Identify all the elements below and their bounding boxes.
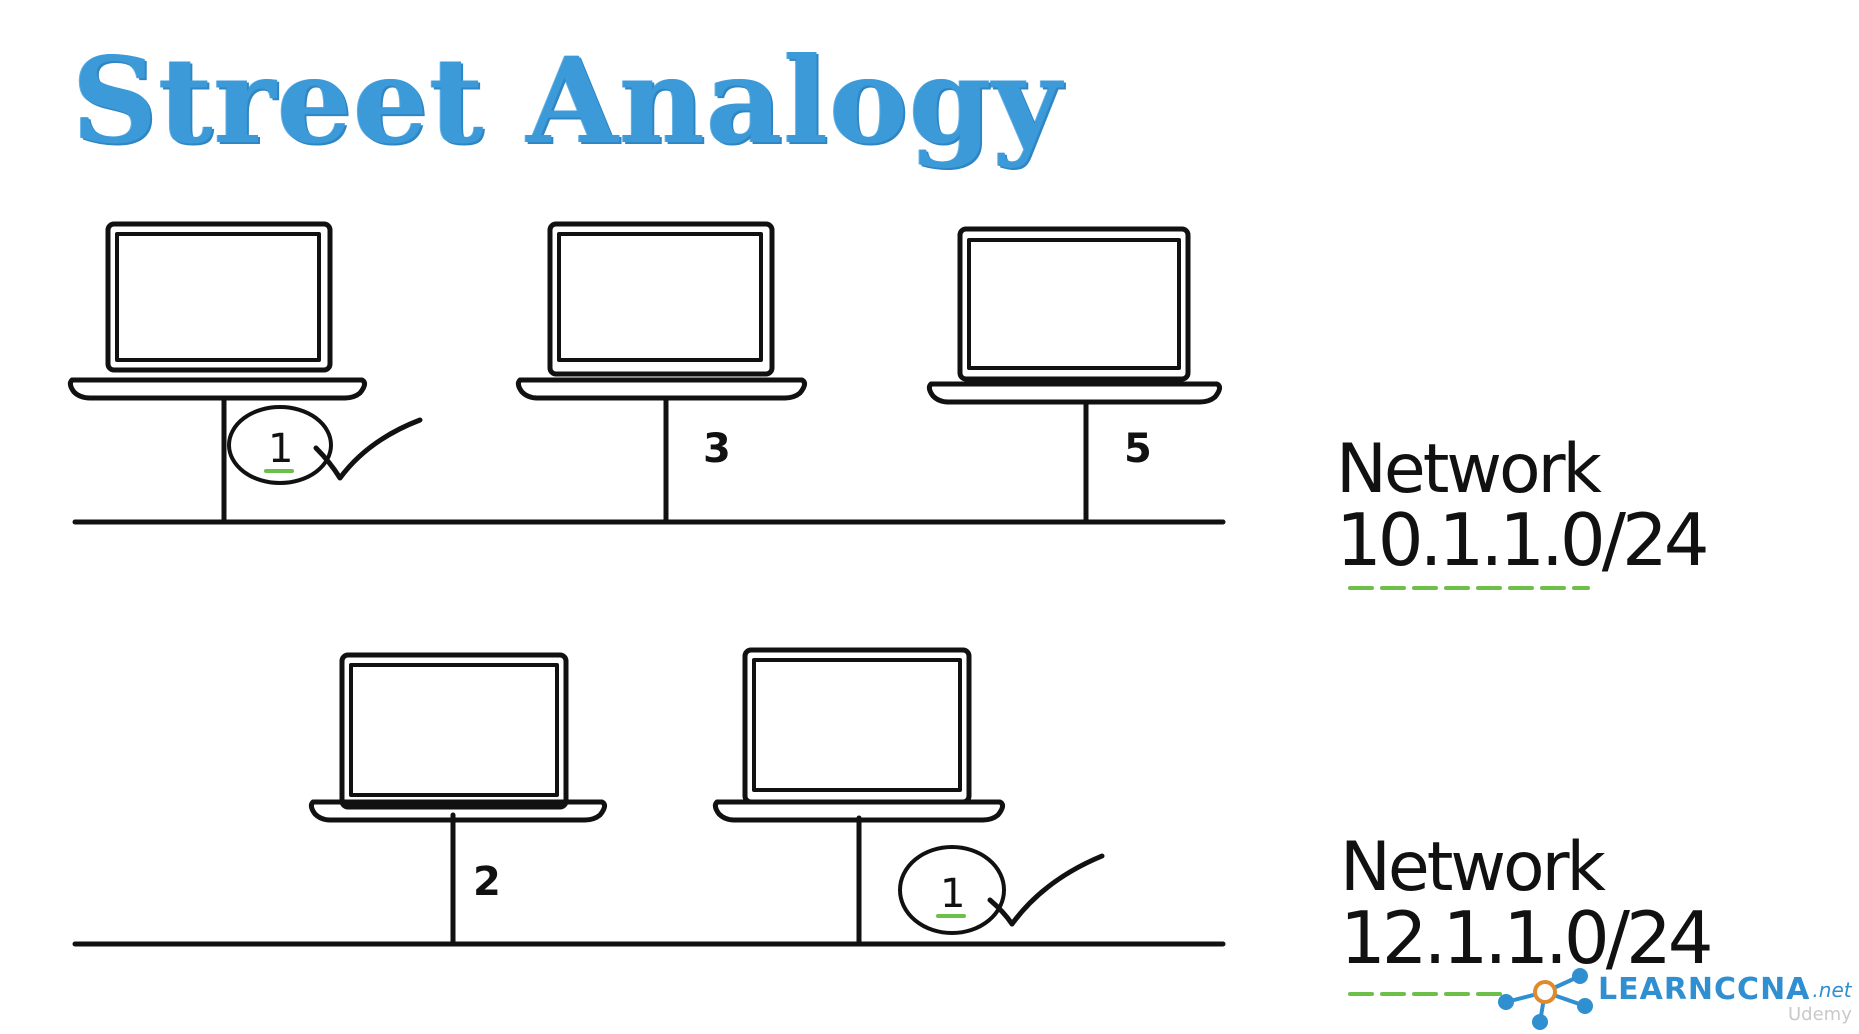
network-address: 10.1.1.0/24	[1336, 498, 1710, 582]
circle-mark	[898, 845, 1006, 935]
host-number: 2	[473, 859, 501, 905]
brand-suffix: .net	[1812, 977, 1852, 1002]
laptop-icon	[67, 221, 368, 401]
laptop-icon	[712, 647, 1006, 823]
network-label-2: Network 12.1.1.0/24	[1340, 828, 1714, 980]
host-number: 5	[1124, 426, 1152, 472]
watermark: Udemy	[1788, 1004, 1852, 1025]
circle-mark	[227, 405, 333, 485]
network-label-1: Network 10.1.1.0/24	[1336, 430, 1710, 582]
brand-logo: LEARNCCNA .net	[1598, 972, 1852, 1007]
network-word: Network	[1340, 828, 1606, 907]
checkmark-icon	[313, 417, 423, 481]
host-number: 1	[940, 871, 965, 917]
host-number: 3	[703, 426, 731, 472]
network-word: Network	[1336, 430, 1602, 509]
laptop-icon	[926, 226, 1223, 405]
page-title: Street Analogy	[72, 31, 1063, 170]
host-number: 1	[268, 426, 293, 472]
laptop-icon	[515, 221, 808, 401]
network-address: 12.1.1.0/24	[1340, 896, 1714, 980]
laptop-icon	[308, 652, 608, 823]
checkmark-icon	[987, 853, 1105, 927]
brand-name: LEARNCCNA	[1598, 972, 1811, 1007]
logo-icon	[1498, 968, 1593, 1030]
